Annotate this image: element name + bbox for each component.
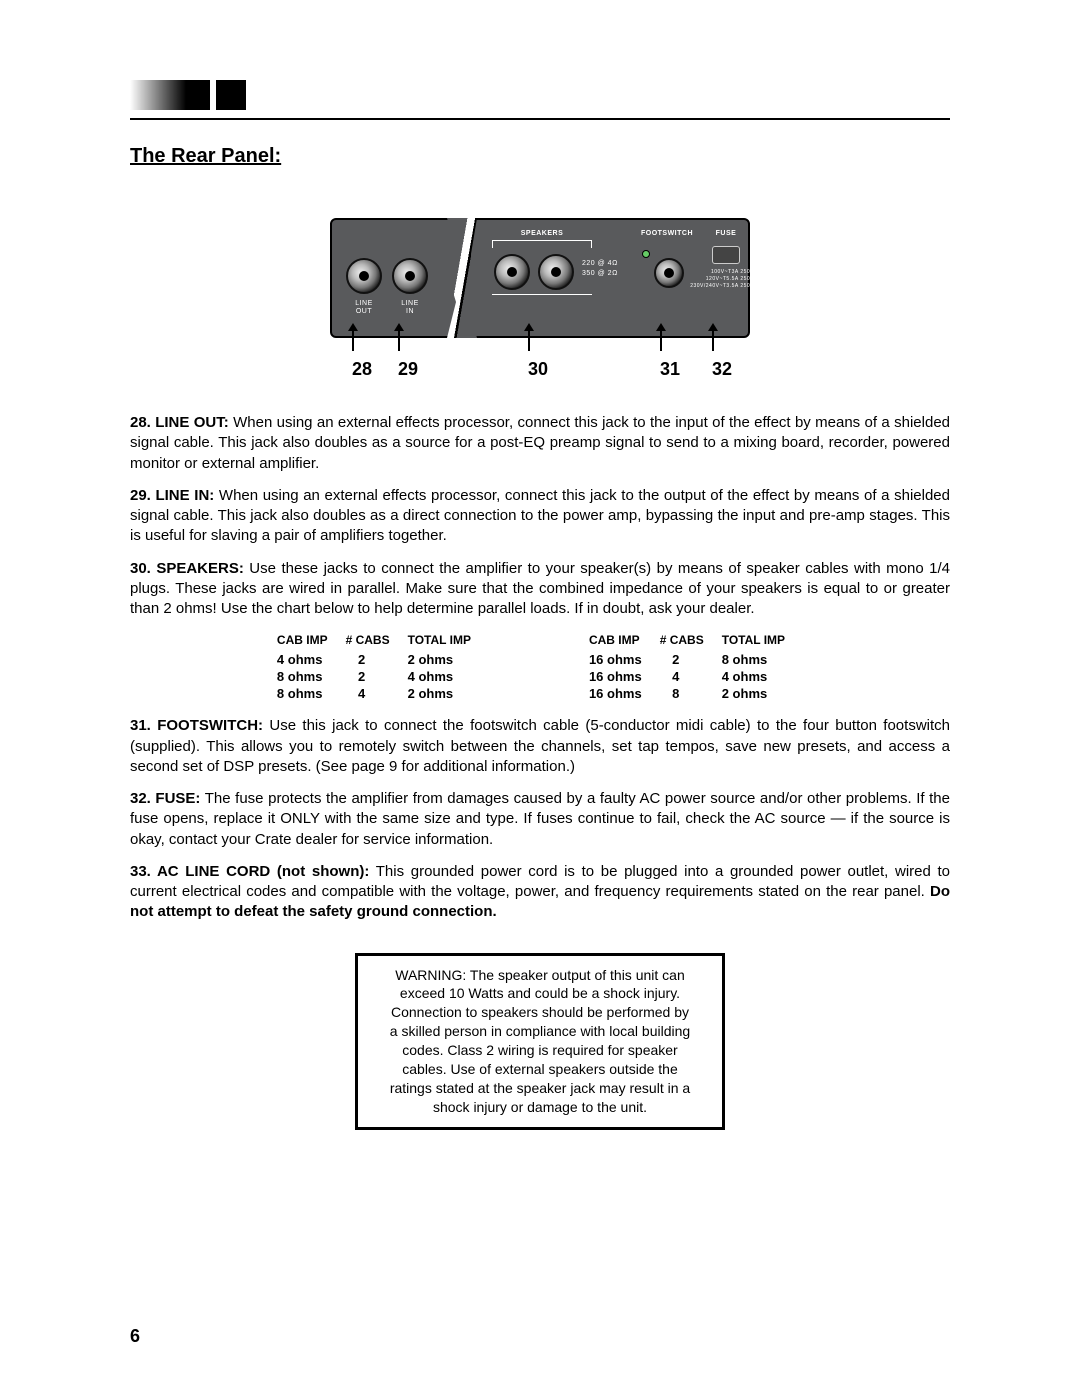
fuse-header-label: FUSE [707, 230, 745, 238]
footswitch-led-icon [642, 250, 650, 258]
black-box [216, 80, 246, 110]
para-33: 33. AC LINE CORD (not shown): This groun… [130, 862, 950, 923]
para-31: 31. FOOTSWITCH: Use this jack to connect… [130, 716, 950, 777]
th-cab-imp: CAB IMP [277, 631, 346, 651]
impedance-tables: CAB IMP# CABSTOTAL IMP 4 ohms22 ohms8 oh… [130, 631, 950, 702]
callout-numbers: 28 29 30 31 32 [330, 343, 750, 383]
section-title: The Rear Panel: [130, 145, 950, 168]
para-31-lead: 31. FOOTSWITCH: [130, 717, 263, 734]
callout-32: 32 [712, 359, 732, 380]
panel-illustration-wrap: LINE OUT LINE IN SPEAKERS 220 @ 4Ω 350 @… [130, 218, 950, 388]
table-row: 16 ohms82 ohms [589, 685, 803, 702]
para-32-lead: 32. FUSE: [130, 790, 200, 807]
table-row: 16 ohms28 ohms [589, 651, 803, 668]
fuse-rating-2: 120V~T5.5A 250V [684, 277, 754, 283]
speakers-underline [492, 294, 592, 295]
header-rule [130, 118, 950, 120]
para-28-lead: 28. LINE OUT: [130, 414, 229, 431]
para-29-body: When using an external effects processor… [130, 487, 950, 545]
para-28: 28. LINE OUT: When using an external eff… [130, 413, 950, 474]
footswitch-header-label: FOOTSWITCH [632, 230, 702, 238]
line-out-label: LINE OUT [346, 300, 382, 315]
para-32-body: The fuse protects the amplifier from dam… [130, 790, 950, 848]
para-28-body: When using an external effects processor… [130, 414, 950, 472]
speaker-jack-1-icon [494, 254, 530, 290]
table-row: 8 ohms24 ohms [277, 668, 489, 685]
panel-break-icon [447, 218, 477, 338]
gradient-box [130, 80, 210, 110]
speaker-power-1: 220 @ 4Ω [582, 260, 642, 268]
rear-panel-illustration: LINE OUT LINE IN SPEAKERS 220 @ 4Ω 350 @… [330, 218, 750, 338]
para-30-lead: 30. SPEAKERS: [130, 560, 244, 577]
th-cabs: # CABS [346, 631, 408, 651]
warning-wrap: WARNING: The speaker output of this unit… [130, 953, 950, 1130]
page-number: 6 [130, 1326, 140, 1347]
speaker-power-2: 350 @ 2Ω [582, 270, 642, 278]
para-32: 32. FUSE: The fuse protects the amplifie… [130, 789, 950, 850]
line-in-label: LINE IN [392, 300, 428, 315]
callout-29: 29 [398, 359, 418, 380]
line-in-jack-icon [392, 258, 428, 294]
para-30: 30. SPEAKERS: Use these jacks to connect… [130, 559, 950, 620]
fuse-rating-1: 100V~T3A 250V [684, 270, 754, 276]
fuse-holder-icon [712, 246, 740, 264]
header-decoration [130, 80, 950, 110]
para-33-lead: 33. AC LINE CORD (not shown): [130, 863, 369, 880]
th-total-imp-r: TOTAL IMP [722, 631, 803, 651]
speaker-jack-2-icon [538, 254, 574, 290]
callout-28: 28 [352, 359, 372, 380]
th-total-imp: TOTAL IMP [408, 631, 489, 651]
table-row: 8 ohms42 ohms [277, 685, 489, 702]
speakers-bracket [492, 240, 592, 248]
para-29-lead: 29. LINE IN: [130, 487, 214, 504]
para-29: 29. LINE IN: When using an external effe… [130, 486, 950, 547]
callout-31: 31 [660, 359, 680, 380]
fuse-rating-3: 230V/240V~T3.5A 250V [684, 284, 754, 290]
th-cab-imp-r: CAB IMP [589, 631, 660, 651]
table-row: 4 ohms22 ohms [277, 651, 489, 668]
speakers-header-label: SPEAKERS [492, 230, 592, 238]
impedance-table-left: CAB IMP# CABSTOTAL IMP 4 ohms22 ohms8 oh… [277, 631, 489, 702]
th-cabs-r: # CABS [660, 631, 722, 651]
table-row: 16 ohms44 ohms [589, 668, 803, 685]
para-30-body: Use these jacks to connect the amplifier… [130, 560, 950, 618]
callout-30: 30 [528, 359, 548, 380]
impedance-table-right: CAB IMP# CABSTOTAL IMP 16 ohms28 ohms16 … [589, 631, 803, 702]
warning-box: WARNING: The speaker output of this unit… [355, 953, 725, 1130]
line-out-jack-icon [346, 258, 382, 294]
footswitch-jack-icon [654, 258, 684, 288]
